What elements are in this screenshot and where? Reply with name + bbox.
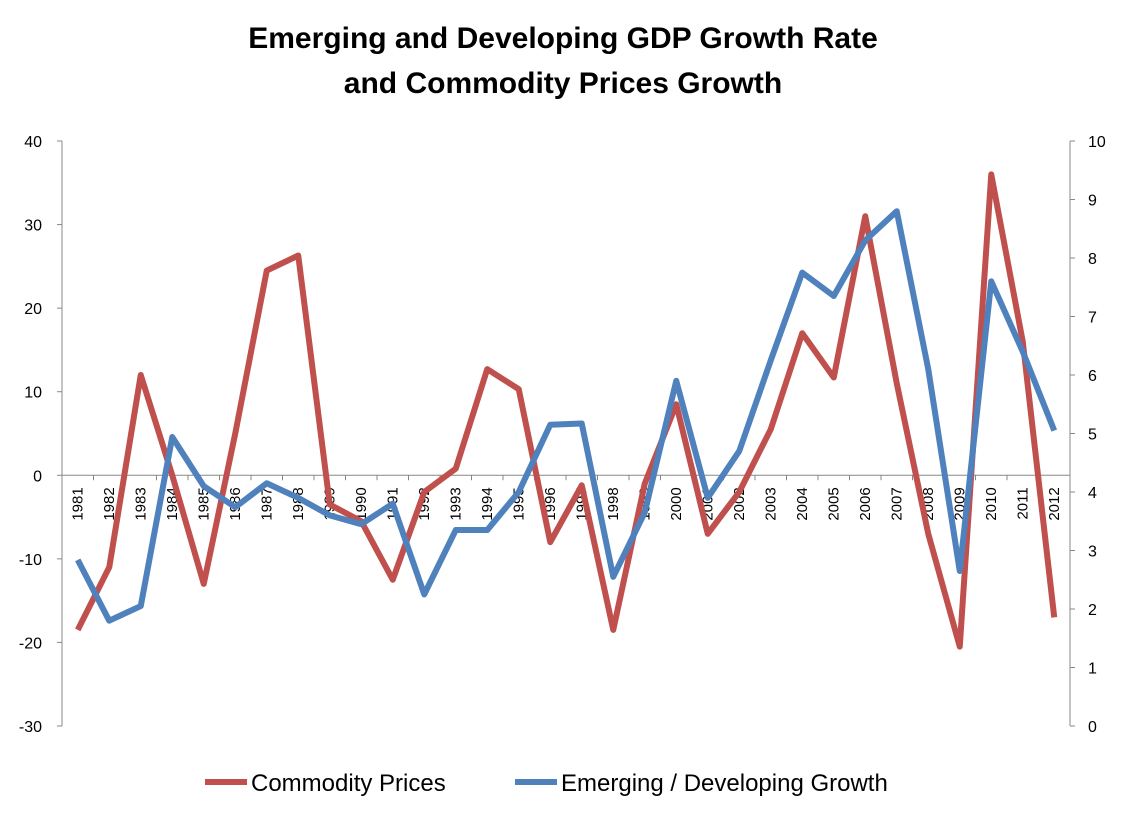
y2-tick-label: 9 — [1088, 193, 1097, 210]
y2-tick-label: 2 — [1088, 602, 1097, 619]
legend-label: Emerging / Developing Growth — [561, 770, 888, 797]
y2-tick-label: 4 — [1088, 485, 1097, 502]
y-tick-label: -30 — [19, 719, 42, 736]
x-tick-label: 2010 — [983, 487, 1000, 520]
y-tick-label: 10 — [24, 385, 42, 402]
line-series — [75, 171, 1058, 650]
x-tick-label: 1993 — [448, 487, 465, 520]
y-tick-label: 30 — [24, 218, 42, 235]
x-tick-label: 1994 — [479, 487, 496, 520]
x-tick-label: 2006 — [857, 487, 874, 520]
chart-title: and Commodity Prices Growth — [344, 67, 782, 100]
y-tick-label: 20 — [24, 301, 42, 318]
x-tick-label: 2000 — [668, 487, 685, 520]
x-tick-label: 1985 — [196, 487, 213, 520]
x-tick-label: 2012 — [1046, 487, 1063, 520]
x-tick-label: 2005 — [826, 487, 843, 520]
x-tick-label: 2011 — [1015, 487, 1032, 519]
y2-tick-label: 3 — [1088, 544, 1097, 561]
y2-tick-label: 7 — [1088, 310, 1097, 327]
x-tick-label: 1983 — [133, 487, 150, 520]
line-series — [75, 208, 1058, 624]
chart-title: Emerging and Developing GDP Growth Rate — [248, 22, 878, 55]
y-tick-label: -20 — [19, 635, 42, 652]
x-tick-label: 1990 — [353, 487, 370, 520]
y2-tick-label: 10 — [1088, 134, 1106, 151]
y2-tick-label: 5 — [1088, 427, 1097, 444]
x-tick-label: 1987 — [259, 487, 276, 520]
y-tick-label: 40 — [24, 134, 42, 151]
x-tick-label: 1981 — [70, 487, 87, 520]
x-tick-label: 2004 — [794, 487, 811, 520]
y2-tick-label: 6 — [1088, 368, 1097, 385]
y-tick-label: -10 — [19, 552, 42, 569]
legend-label: Commodity Prices — [251, 770, 446, 797]
x-tick-label: 1982 — [101, 487, 118, 520]
y-tick-label: 0 — [33, 468, 42, 485]
x-tick-label: 1998 — [605, 487, 622, 520]
x-tick-label: 2003 — [763, 487, 780, 520]
y2-tick-label: 0 — [1088, 719, 1097, 736]
y2-tick-label: 1 — [1088, 661, 1097, 678]
y2-tick-label: 8 — [1088, 251, 1097, 268]
x-tick-label: 2007 — [889, 487, 906, 520]
